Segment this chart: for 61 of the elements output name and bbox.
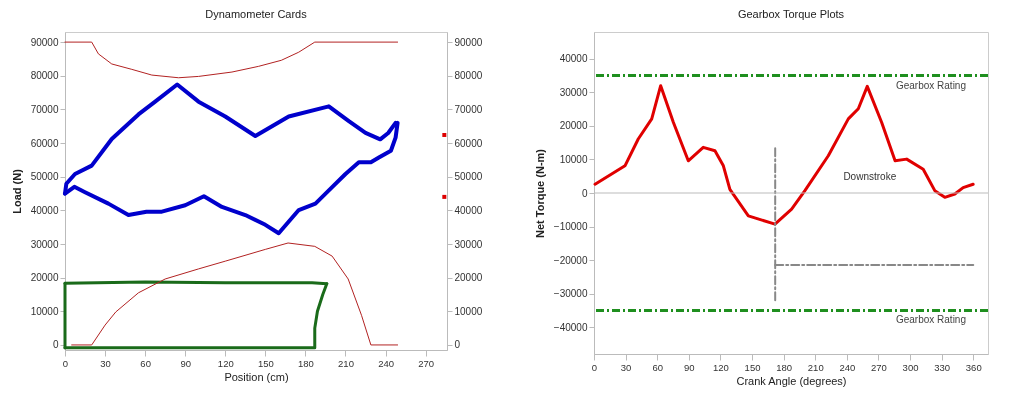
x-tick-label: 240 <box>378 357 394 369</box>
x-tick-label: 60 <box>140 357 151 369</box>
x-tick-label: 270 <box>418 357 435 369</box>
x-tick-label: 0 <box>591 361 598 373</box>
x-tick-label: 60 <box>652 361 663 373</box>
y2-tick-label: 70000 <box>454 103 483 115</box>
x-tick-label: 150 <box>744 361 761 373</box>
y2-tick-label: 40000 <box>454 204 483 216</box>
y-tick-label: −40000 <box>553 321 588 333</box>
chart-title: Gearbox Torque Plots <box>737 8 845 20</box>
annotation: Downstroke <box>843 170 897 182</box>
y-tick-label: 90000 <box>30 36 59 48</box>
x-tick-label: 270 <box>871 361 887 373</box>
y2-tick-label: 60000 <box>454 137 483 149</box>
y-tick-label: 30000 <box>559 86 588 98</box>
y-axis-title: Net Torque (N-m) <box>533 148 546 239</box>
x-tick-label: 240 <box>839 361 856 373</box>
y-tick-label: 10000 <box>30 305 59 317</box>
y-tick-label: 20000 <box>559 120 588 132</box>
y2-tick-label: 90000 <box>454 36 483 48</box>
ref-line-label: Gearbox Rating <box>895 79 966 91</box>
x-tick-label: 210 <box>338 357 354 369</box>
x-tick-label: 150 <box>257 357 274 369</box>
ref-line-label: Gearbox Rating <box>895 314 966 326</box>
x-tick-label: 180 <box>776 361 793 373</box>
x-tick-label: 180 <box>297 357 314 369</box>
y-tick-label: −10000 <box>553 221 588 233</box>
y-tick-label: 0 <box>52 339 59 351</box>
y2-tick-label: 30000 <box>454 238 483 250</box>
y-tick-label: 10000 <box>559 153 588 165</box>
y-tick-label: 70000 <box>30 103 59 115</box>
y-tick-label: 20000 <box>30 272 59 284</box>
y-tick-label: 40000 <box>30 204 59 216</box>
x-tick-label: 90 <box>684 361 695 373</box>
y-tick-label: 80000 <box>30 70 59 82</box>
y-tick-label: 0 <box>581 187 588 199</box>
x-tick-label: 30 <box>100 357 111 369</box>
y2-tick-label: 50000 <box>454 171 483 183</box>
y-axis-title: Load (N) <box>10 168 23 214</box>
x-tick-label: 210 <box>807 361 824 373</box>
x-tick-label: 0 <box>62 357 69 369</box>
y2-tick-label: 20000 <box>454 272 483 284</box>
y-tick-label: 30000 <box>30 238 59 250</box>
x-tick-label: 300 <box>902 361 919 373</box>
y-tick-label: 50000 <box>30 171 59 183</box>
y2-tick-label: 80000 <box>454 70 483 82</box>
y2-tick-label: 0 <box>454 339 461 351</box>
chart-title: Dynamometer Cards <box>205 8 308 20</box>
y-tick-label: −20000 <box>553 254 588 266</box>
x-axis-title: Position (cm) <box>224 371 289 383</box>
x-tick-label: 120 <box>217 357 234 369</box>
x-tick-label: 120 <box>712 361 729 373</box>
y-tick-label: −30000 <box>553 288 588 300</box>
x-tick-label: 330 <box>934 361 951 373</box>
y-tick-label: 40000 <box>559 53 588 65</box>
x-tick-label: 360 <box>965 361 982 373</box>
x-tick-label: 90 <box>180 357 191 369</box>
x-axis-title: Crank Angle (degrees) <box>736 375 847 387</box>
y-tick-label: 60000 <box>30 137 59 149</box>
y2-tick-label: 10000 <box>454 305 483 317</box>
x-tick-label: 30 <box>620 361 632 373</box>
